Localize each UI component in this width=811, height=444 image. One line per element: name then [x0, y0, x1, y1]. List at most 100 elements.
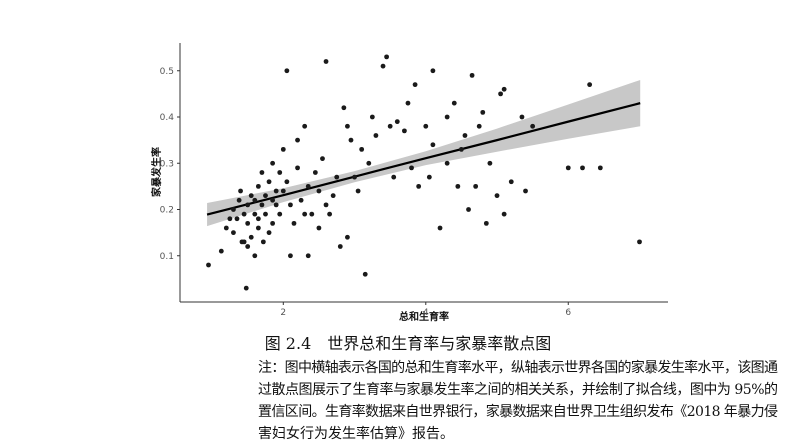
- point: [423, 123, 429, 129]
- note-line: 过散点图展示了生育率与家暴发生率之间的相关关系，并绘制了拟合线，图中为 95%的: [258, 381, 778, 398]
- point: [295, 137, 300, 143]
- point: [236, 197, 242, 203]
- point: [412, 82, 418, 88]
- point: [430, 142, 436, 148]
- point: [260, 239, 266, 245]
- point: [234, 216, 240, 222]
- point: [312, 170, 318, 175]
- point: [597, 165, 603, 171]
- point: [426, 174, 432, 180]
- point: [302, 211, 308, 217]
- point: [565, 165, 571, 171]
- y-axis-label: 家暴发生率: [150, 147, 163, 197]
- point: [469, 72, 475, 78]
- point: [270, 197, 276, 203]
- point: [305, 183, 311, 189]
- point: [466, 207, 471, 212]
- point: [459, 146, 464, 152]
- y-tick-label: 0.2: [160, 206, 174, 216]
- point: [416, 183, 422, 189]
- point: [320, 156, 325, 162]
- point: [444, 114, 450, 120]
- point: [462, 133, 468, 138]
- point: [366, 160, 372, 166]
- point: [337, 244, 343, 249]
- point: [327, 211, 333, 217]
- point: [280, 146, 286, 152]
- x-tick-label: 6: [565, 308, 571, 318]
- point: [255, 216, 261, 222]
- point: [263, 193, 268, 199]
- point: [380, 63, 386, 69]
- point: [523, 188, 528, 194]
- note-line: 置信区间。生育率数据来自世界银行，家暴数据来自世界卫生组织发布《2018 年暴力…: [258, 403, 778, 420]
- point: [501, 86, 507, 92]
- point: [277, 170, 283, 175]
- point: [231, 230, 236, 236]
- point: [355, 188, 361, 194]
- point: [291, 220, 297, 226]
- x-axis-label: 总和生育率: [399, 310, 449, 323]
- confidence-band: [207, 80, 641, 227]
- y-tick-label: 0.3: [160, 159, 174, 169]
- point: [409, 165, 414, 171]
- point: [483, 220, 489, 226]
- point: [476, 123, 482, 129]
- point: [277, 211, 283, 217]
- point: [391, 174, 397, 180]
- point: [384, 54, 389, 60]
- point: [455, 183, 461, 189]
- point: [243, 285, 249, 291]
- point: [487, 160, 493, 166]
- point: [480, 109, 486, 115]
- point: [508, 179, 514, 185]
- y-tick-label: 0.5: [160, 67, 174, 77]
- point: [394, 119, 400, 125]
- point: [405, 100, 411, 106]
- point: [352, 174, 357, 180]
- point: [206, 262, 211, 268]
- point: [316, 188, 322, 194]
- point: [430, 68, 436, 74]
- point: [259, 170, 265, 175]
- point: [316, 225, 322, 231]
- fit-line: [206, 102, 641, 216]
- point: [252, 197, 258, 203]
- point: [263, 211, 268, 217]
- point: [218, 248, 224, 254]
- point: [288, 202, 293, 208]
- caption: 图 2.4 世界总和生育率与家暴率散点图: [265, 334, 552, 353]
- point: [345, 123, 350, 129]
- point: [227, 216, 233, 222]
- point: [245, 244, 251, 249]
- note-line: 注：图中横轴表示各国的总和生育率水平，纵轴表示世界各国的家暴发生率水平，该图通: [258, 359, 778, 376]
- point: [280, 188, 286, 194]
- point: [341, 105, 347, 111]
- point: [266, 230, 272, 236]
- point: [245, 202, 251, 208]
- x-tick-label: 4: [423, 308, 429, 318]
- y-tick-label: 0.1: [160, 252, 174, 262]
- point: [348, 137, 354, 143]
- point: [530, 123, 536, 129]
- point: [498, 91, 503, 97]
- point: [295, 165, 300, 171]
- point: [248, 193, 254, 199]
- point: [362, 271, 368, 277]
- point: [501, 211, 507, 217]
- y-tick-label: 0.4: [160, 113, 175, 123]
- point: [473, 183, 479, 189]
- point: [305, 253, 311, 259]
- point: [373, 133, 379, 138]
- point: [298, 197, 304, 203]
- point: [494, 193, 500, 199]
- point: [451, 100, 457, 106]
- point: [238, 188, 243, 194]
- point: [359, 146, 365, 152]
- point: [587, 82, 593, 88]
- point: [252, 211, 258, 217]
- point: [245, 220, 251, 226]
- point: [288, 253, 293, 259]
- point: [345, 234, 350, 240]
